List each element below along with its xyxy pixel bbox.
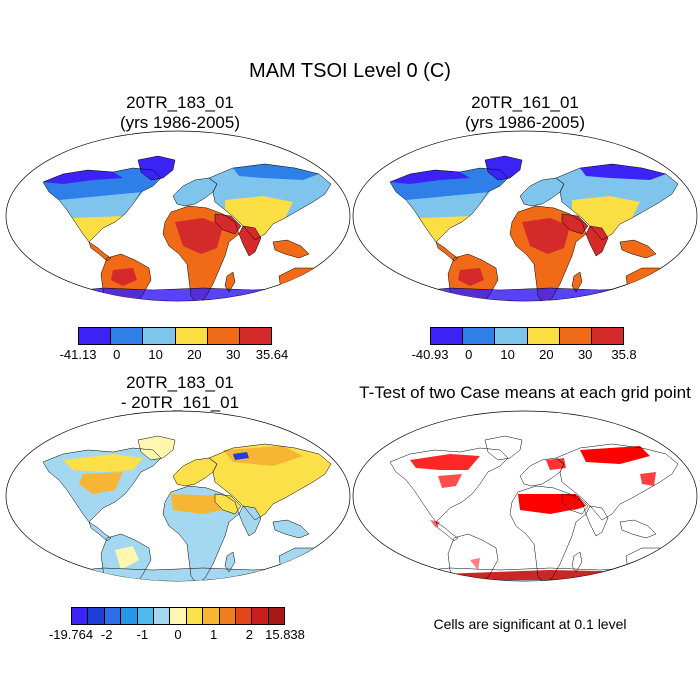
panel2-colorbar	[430, 327, 624, 345]
colorbar-swatch	[235, 608, 253, 624]
colorbar-swatch	[495, 328, 528, 344]
colorbar-label: 20	[539, 347, 554, 362]
panel2-map	[352, 130, 698, 302]
colorbar-label: -41.13	[59, 347, 97, 362]
colorbar-swatch	[88, 608, 105, 624]
colorbar-label: 20	[187, 347, 202, 362]
panel3-title-line2: - 20TR_161_01	[120, 393, 240, 412]
main-title: MAM TSOI Level 0 (C)	[249, 60, 451, 82]
colorbar-swatch	[121, 608, 138, 624]
panel4-map	[352, 410, 698, 582]
colorbar-label: 35.64	[255, 347, 289, 362]
panel3-colorbar-labels: -19.764 -2 -1 0 1 2 15.838	[49, 627, 305, 643]
panel1-map	[5, 130, 351, 302]
colorbar-swatch	[268, 608, 285, 624]
colorbar-swatch	[111, 328, 144, 344]
panel1-title-line1: 20TR_183_01	[126, 93, 234, 112]
colorbar-swatch	[239, 328, 272, 344]
panel1-title-line2: (yrs 1986-2005)	[119, 113, 240, 132]
colorbar-swatch	[203, 608, 220, 624]
colorbar-label: 0	[174, 627, 182, 642]
colorbar-swatch	[137, 608, 154, 624]
colorbar-label: 10	[148, 347, 163, 362]
panel1-title: 20TR_183_01 (yrs 1986-2005)	[0, 93, 360, 133]
colorbar-swatch	[153, 608, 171, 624]
colorbar-label: 15.838	[265, 627, 305, 642]
colorbar-swatch	[252, 608, 269, 624]
colorbar-swatch	[79, 328, 112, 344]
colorbar-swatch	[527, 328, 560, 344]
colorbar-swatch	[72, 608, 89, 624]
colorbar-label: -1	[136, 627, 149, 642]
colorbar-label: 1	[210, 627, 218, 642]
colorbar-label: 10	[500, 347, 515, 362]
colorbar-swatch	[186, 608, 204, 624]
panel2-title-line1: 20TR_161_01	[471, 93, 579, 112]
colorbar-label: -40.93	[411, 347, 449, 362]
panel3-title-line1: 20TR_183_01	[126, 373, 234, 392]
panel2-title-line2: (yrs 1986-2005)	[464, 113, 585, 132]
colorbar-swatch	[559, 328, 592, 344]
colorbar-swatch	[104, 608, 122, 624]
colorbar-swatch	[175, 328, 208, 344]
colorbar-label: 35.8	[611, 347, 637, 362]
colorbar-label: 0	[465, 347, 473, 362]
colorbar-label: 2	[245, 627, 253, 642]
colorbar-label: 30	[577, 347, 593, 362]
colorbar-label: -2	[100, 627, 113, 642]
colorbar-label: 0	[113, 347, 121, 362]
colorbar-swatch	[219, 608, 236, 624]
panel4-title: T-Test of two Case means at each grid po…	[359, 383, 691, 402]
colorbar-swatch	[143, 328, 176, 344]
colorbar-swatch	[591, 328, 624, 344]
panel3-map	[5, 410, 351, 582]
colorbar-swatch	[463, 328, 496, 344]
colorbar-swatch	[207, 328, 240, 344]
significance-note: Cells are significant at 0.1 level	[433, 616, 627, 632]
panel1-colorbar	[78, 327, 272, 345]
colorbar-swatch	[170, 608, 187, 624]
panel1-colorbar-labels: -41.13 0 10 20 30 35.64	[60, 347, 289, 363]
panel3-colorbar	[71, 607, 285, 625]
colorbar-swatch	[431, 328, 464, 344]
colorbar-label: 30	[225, 347, 241, 362]
panel3-title: 20TR_183_01 - 20TR_161_01	[0, 373, 360, 413]
colorbar-label: -19.764	[48, 627, 94, 642]
panel2-title: 20TR_161_01 (yrs 1986-2005)	[350, 93, 700, 133]
panel2-colorbar-labels: -40.93 0 10 20 30 35.8	[412, 347, 637, 363]
